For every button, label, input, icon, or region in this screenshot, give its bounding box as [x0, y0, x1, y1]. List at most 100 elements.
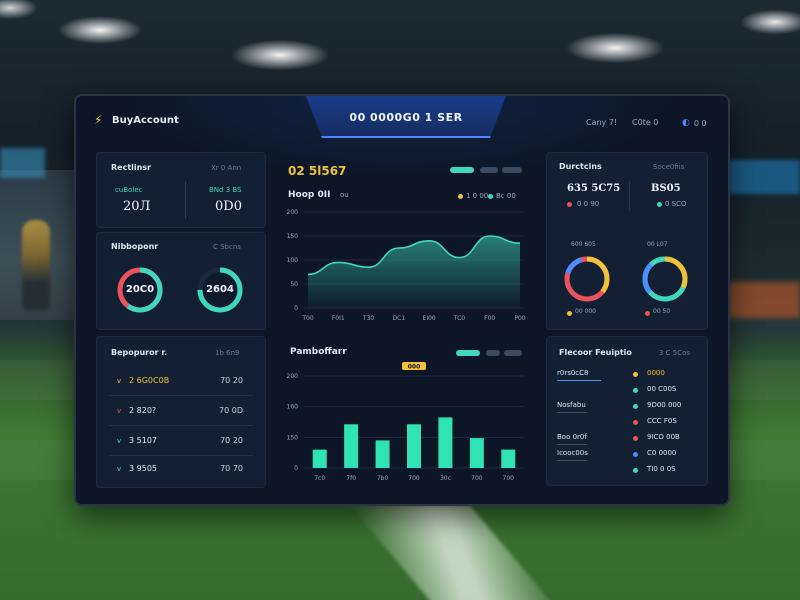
row-value: 70 20 — [220, 436, 243, 445]
y-tick-label: 160 — [287, 404, 299, 411]
breakdown-panel: Flecoor Feuiptio 3 C 5Cos r0rs0cC8 0000 00… — [546, 336, 708, 486]
scoreboard-glow — [728, 160, 800, 194]
list-item[interactable]: v 3 9505 70 70 — [97, 459, 265, 489]
breakdown-value: CCC F0S — [647, 417, 677, 425]
chart-subtitle: ou — [340, 191, 349, 199]
headline-value: 02 5l567 — [288, 164, 347, 178]
stat-value: 20Л — [123, 199, 151, 214]
x-tick-label: P00 — [514, 315, 525, 322]
divider — [185, 181, 186, 219]
distribution-panel: Durctcins Soce0fiis 635 5C75 0 0 90 BS05… — [546, 152, 708, 330]
chart-title: Hoop 0II — [288, 190, 331, 200]
row-divider — [109, 395, 253, 396]
header-link-label: 0 0 — [693, 118, 707, 128]
status-dot — [633, 388, 638, 393]
status-dot — [633, 468, 638, 473]
panel-title: Bepopuror r. — [111, 348, 168, 357]
legend-dot — [488, 194, 493, 199]
area-chart-panel: 02 5l567 Hoop 0II ou 1 0 00 Bc 00 200 150… — [276, 152, 532, 330]
ring-chart — [642, 256, 688, 302]
toggle-pill-active[interactable] — [456, 350, 480, 356]
breakdown-row[interactable]: Boo 0r0f 9ICO 00B — [547, 433, 707, 451]
toggle-pill[interactable] — [486, 350, 500, 356]
breakdown-row[interactable]: CCC F0S — [547, 417, 707, 435]
row-bullet: v — [117, 465, 122, 473]
breakdown-row[interactable]: 00 C00S — [547, 385, 707, 403]
breakdown-row[interactable]: Icooc00s C0 0000 — [547, 449, 707, 467]
stat-value: 0D0 — [215, 199, 242, 214]
panel-subtitle[interactable]: 3 C 5Cos — [659, 349, 691, 357]
panel-subtitle[interactable]: 1b 6n9 — [215, 349, 240, 357]
stat-value: 635 5C75 — [567, 183, 621, 194]
panel-title: Flecoor Feuiptio — [559, 348, 632, 357]
highlight-tag — [402, 362, 426, 370]
header-link[interactable]: C0te 0 — [632, 118, 659, 127]
header-link[interactable]: ◐ 0 0 — [682, 118, 707, 128]
panel-subtitle[interactable]: Xr 0 Ann — [211, 164, 242, 172]
x-tick-label: 700 — [408, 475, 420, 482]
breakdown-row[interactable]: r0rs0cC8 0000 — [547, 369, 707, 387]
scoreboard-glow — [0, 148, 45, 178]
y-tick-label: 0 — [294, 465, 298, 472]
toggle-pill[interactable] — [480, 167, 498, 173]
header-link[interactable]: Cany 7! — [586, 118, 618, 127]
breakdown-row[interactable]: Nosfabu 9D00 000 — [547, 401, 707, 419]
row-divider — [109, 455, 253, 456]
status-dot — [657, 202, 662, 207]
toggle-pill-active[interactable] — [450, 167, 474, 173]
bar — [469, 438, 484, 468]
y-tick-label: 150 — [287, 434, 299, 441]
series-line — [307, 235, 521, 276]
legend-dot — [645, 311, 650, 316]
legend-label: 00 50 — [653, 308, 671, 315]
y-tick-label: 100 — [287, 257, 299, 264]
x-tick-label: 7f0 — [346, 475, 356, 482]
donut-label: 00 L07 — [647, 241, 668, 248]
y-tick-label: 200 — [287, 209, 299, 216]
x-tick-label: EI00 — [423, 315, 436, 322]
row-name: 2 820? — [129, 406, 157, 415]
x-tick-label: T30 — [362, 315, 374, 322]
legend-dot — [567, 311, 572, 316]
row-name: 2 6G0C0B — [129, 376, 170, 385]
row-value: 70 20 — [220, 376, 243, 385]
panel-subtitle[interactable]: Soce0fiis — [653, 163, 685, 171]
stat-sub: 0 SCO — [665, 200, 687, 208]
stat-label: cuBolec — [115, 186, 143, 194]
status-dot — [633, 436, 638, 441]
y-tick-label: 50 — [290, 281, 298, 288]
breakdown-value: 9ICO 00B — [647, 433, 680, 441]
panel-subtitle[interactable]: C Sbcns — [213, 243, 241, 251]
status-dot — [633, 404, 638, 409]
brand-name: BuyAccount — [112, 114, 179, 126]
y-tick-label: 150 — [287, 233, 299, 240]
label-underline — [557, 444, 587, 445]
donut-chart — [117, 267, 163, 313]
y-tick-label: 200 — [287, 373, 299, 380]
x-tick-label: 7c0 — [314, 475, 325, 482]
list-item[interactable]: v 2 6G0C0B 70 20 — [97, 371, 265, 401]
status-dot — [633, 452, 638, 457]
x-tick-label: TC0 — [453, 315, 466, 322]
bar-chart[interactable]: 200 160 150 0 7c0 7f0 7b0 700 30c 700 700 000 — [276, 362, 532, 492]
toggle-pill[interactable] — [502, 167, 522, 173]
ring-chart — [564, 256, 610, 302]
list-item[interactable]: v 3 5107 70 20 — [97, 431, 265, 461]
bar-chart-panel: Pamboffarr 200 160 150 0 7c0 7f0 7b0 700 30c 700 7… — [276, 336, 532, 486]
label-underline — [557, 460, 587, 461]
legend-label: 1 0 00 — [466, 192, 489, 200]
breakdown-value: TI0 0 0S — [647, 465, 676, 473]
list-item[interactable]: v 2 820? 70 0D — [97, 401, 265, 431]
row-value: 70 70 — [220, 464, 243, 473]
breakdown-row[interactable]: TI0 0 0S — [547, 465, 707, 483]
toggle-pill[interactable] — [504, 350, 522, 356]
brand-logo[interactable]: ⚡ BuyAccount — [94, 114, 179, 126]
breakdown-label: Boo 0r0f — [557, 433, 587, 441]
row-bullet: v — [117, 377, 122, 385]
panel-title: Durctcins — [559, 162, 602, 171]
highlight-tag-label: 000 — [408, 364, 421, 371]
x-tick-label: 30c — [440, 475, 451, 482]
player-silhouette — [22, 220, 50, 310]
divider — [629, 181, 630, 211]
